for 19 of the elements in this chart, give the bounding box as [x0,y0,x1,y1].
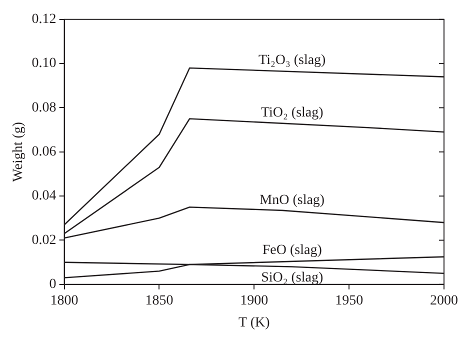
x-tick-label: 1900 [240,293,268,308]
x-axis-title: T (K) [238,315,270,330]
x-tick-label: 2000 [430,293,458,308]
y-tick-label: 0.10 [32,56,56,72]
y-tick-label: 0.08 [32,100,56,116]
x-tick-label: 1850 [145,293,174,308]
x-tick-label: 1800 [50,293,78,308]
y-tick-label: 0.02 [32,232,56,248]
series-label: SiO₂ (slag) [261,270,324,286]
series-label: Ti₂O₃ (slag) [258,53,326,68]
series-label: MnO (slag) [260,192,325,208]
y-axis-title: Weight (g) [11,122,26,182]
x-tick-label: 1950 [335,293,364,308]
series-label: TiO₂ (slag) [260,106,324,121]
y-tick-label: 0 [49,277,56,292]
y-tick-label: 0.04 [32,188,56,204]
y-tick-label: 0.12 [32,12,56,28]
series-label: FeO (slag) [262,243,322,258]
y-tick-label: 0.06 [32,144,56,160]
